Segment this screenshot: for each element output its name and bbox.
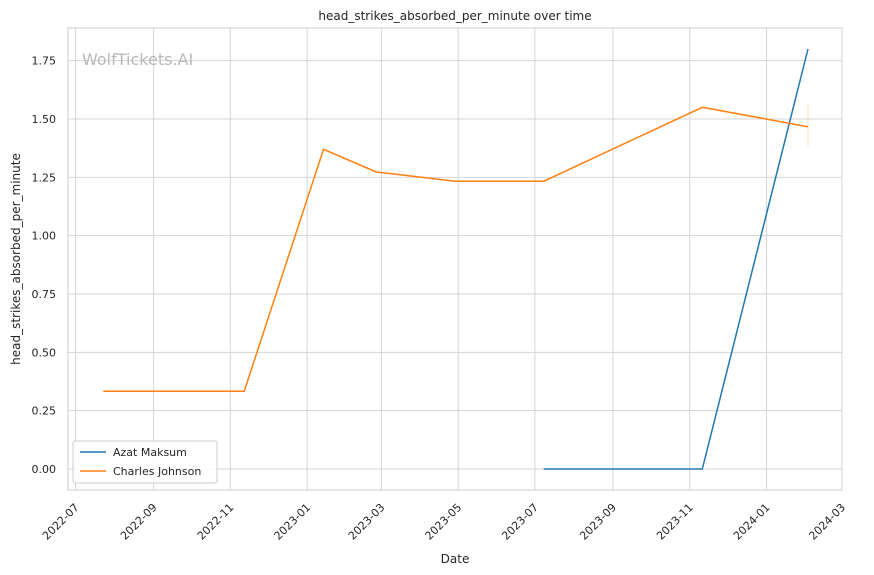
x-axis-title: Date: [441, 552, 470, 566]
watermark: WolfTickets.AI: [82, 50, 193, 69]
y-tick-label: 0.75: [32, 288, 57, 301]
y-tick-label: 0.50: [32, 346, 57, 359]
x-tick-label: 2023-09: [577, 501, 619, 543]
x-tick-label: 2022-11: [195, 501, 237, 543]
y-axis-title: head_strikes_absorbed_per_minute: [9, 153, 23, 365]
y-tick-label: 1.50: [32, 113, 57, 126]
legend-box: [72, 440, 218, 484]
y-tick-label: 0.25: [32, 405, 57, 418]
y-tick-labels: 0.00 0.25 0.50 0.75 1.00 1.25 1.50 1.75: [32, 55, 57, 476]
legend: Azat Maksum Charles Johnson: [72, 440, 218, 484]
legend-label-charles-johnson: Charles Johnson: [113, 465, 201, 478]
y-tick-label: 1.75: [32, 55, 57, 68]
series-line-charles-johnson: [103, 106, 809, 393]
x-tick-label: 2024-01: [731, 501, 773, 543]
legend-label-azat-maksum: Azat Maksum: [113, 446, 187, 459]
y-tick-label: 1.00: [32, 230, 57, 243]
series-lines: [103, 48, 809, 470]
x-tick-label: 2022-09: [118, 501, 160, 543]
x-tick-label: 2022-07: [40, 501, 82, 543]
chart-title: head_strikes_absorbed_per_minute over ti…: [318, 9, 591, 23]
series-line-azat-maksum: [543, 48, 809, 470]
y-tick-label: 1.25: [32, 171, 57, 184]
x-tick-label: 2023-03: [346, 501, 388, 543]
grid-lines: [68, 28, 843, 490]
x-tick-label: 2023-11: [654, 501, 696, 543]
y-tick-label: 0.00: [32, 463, 57, 476]
x-tick-label: 2024-03: [806, 501, 848, 543]
x-tick-label: 2023-01: [272, 501, 314, 543]
x-tick-labels: 2022-07 2022-09 2022-11 2023-01 2023-03 2023-…: [40, 501, 848, 543]
x-tick-label: 2023-05: [423, 501, 465, 543]
plot-area: [67, 27, 843, 491]
x-tick-label: 2023-07: [499, 501, 541, 543]
